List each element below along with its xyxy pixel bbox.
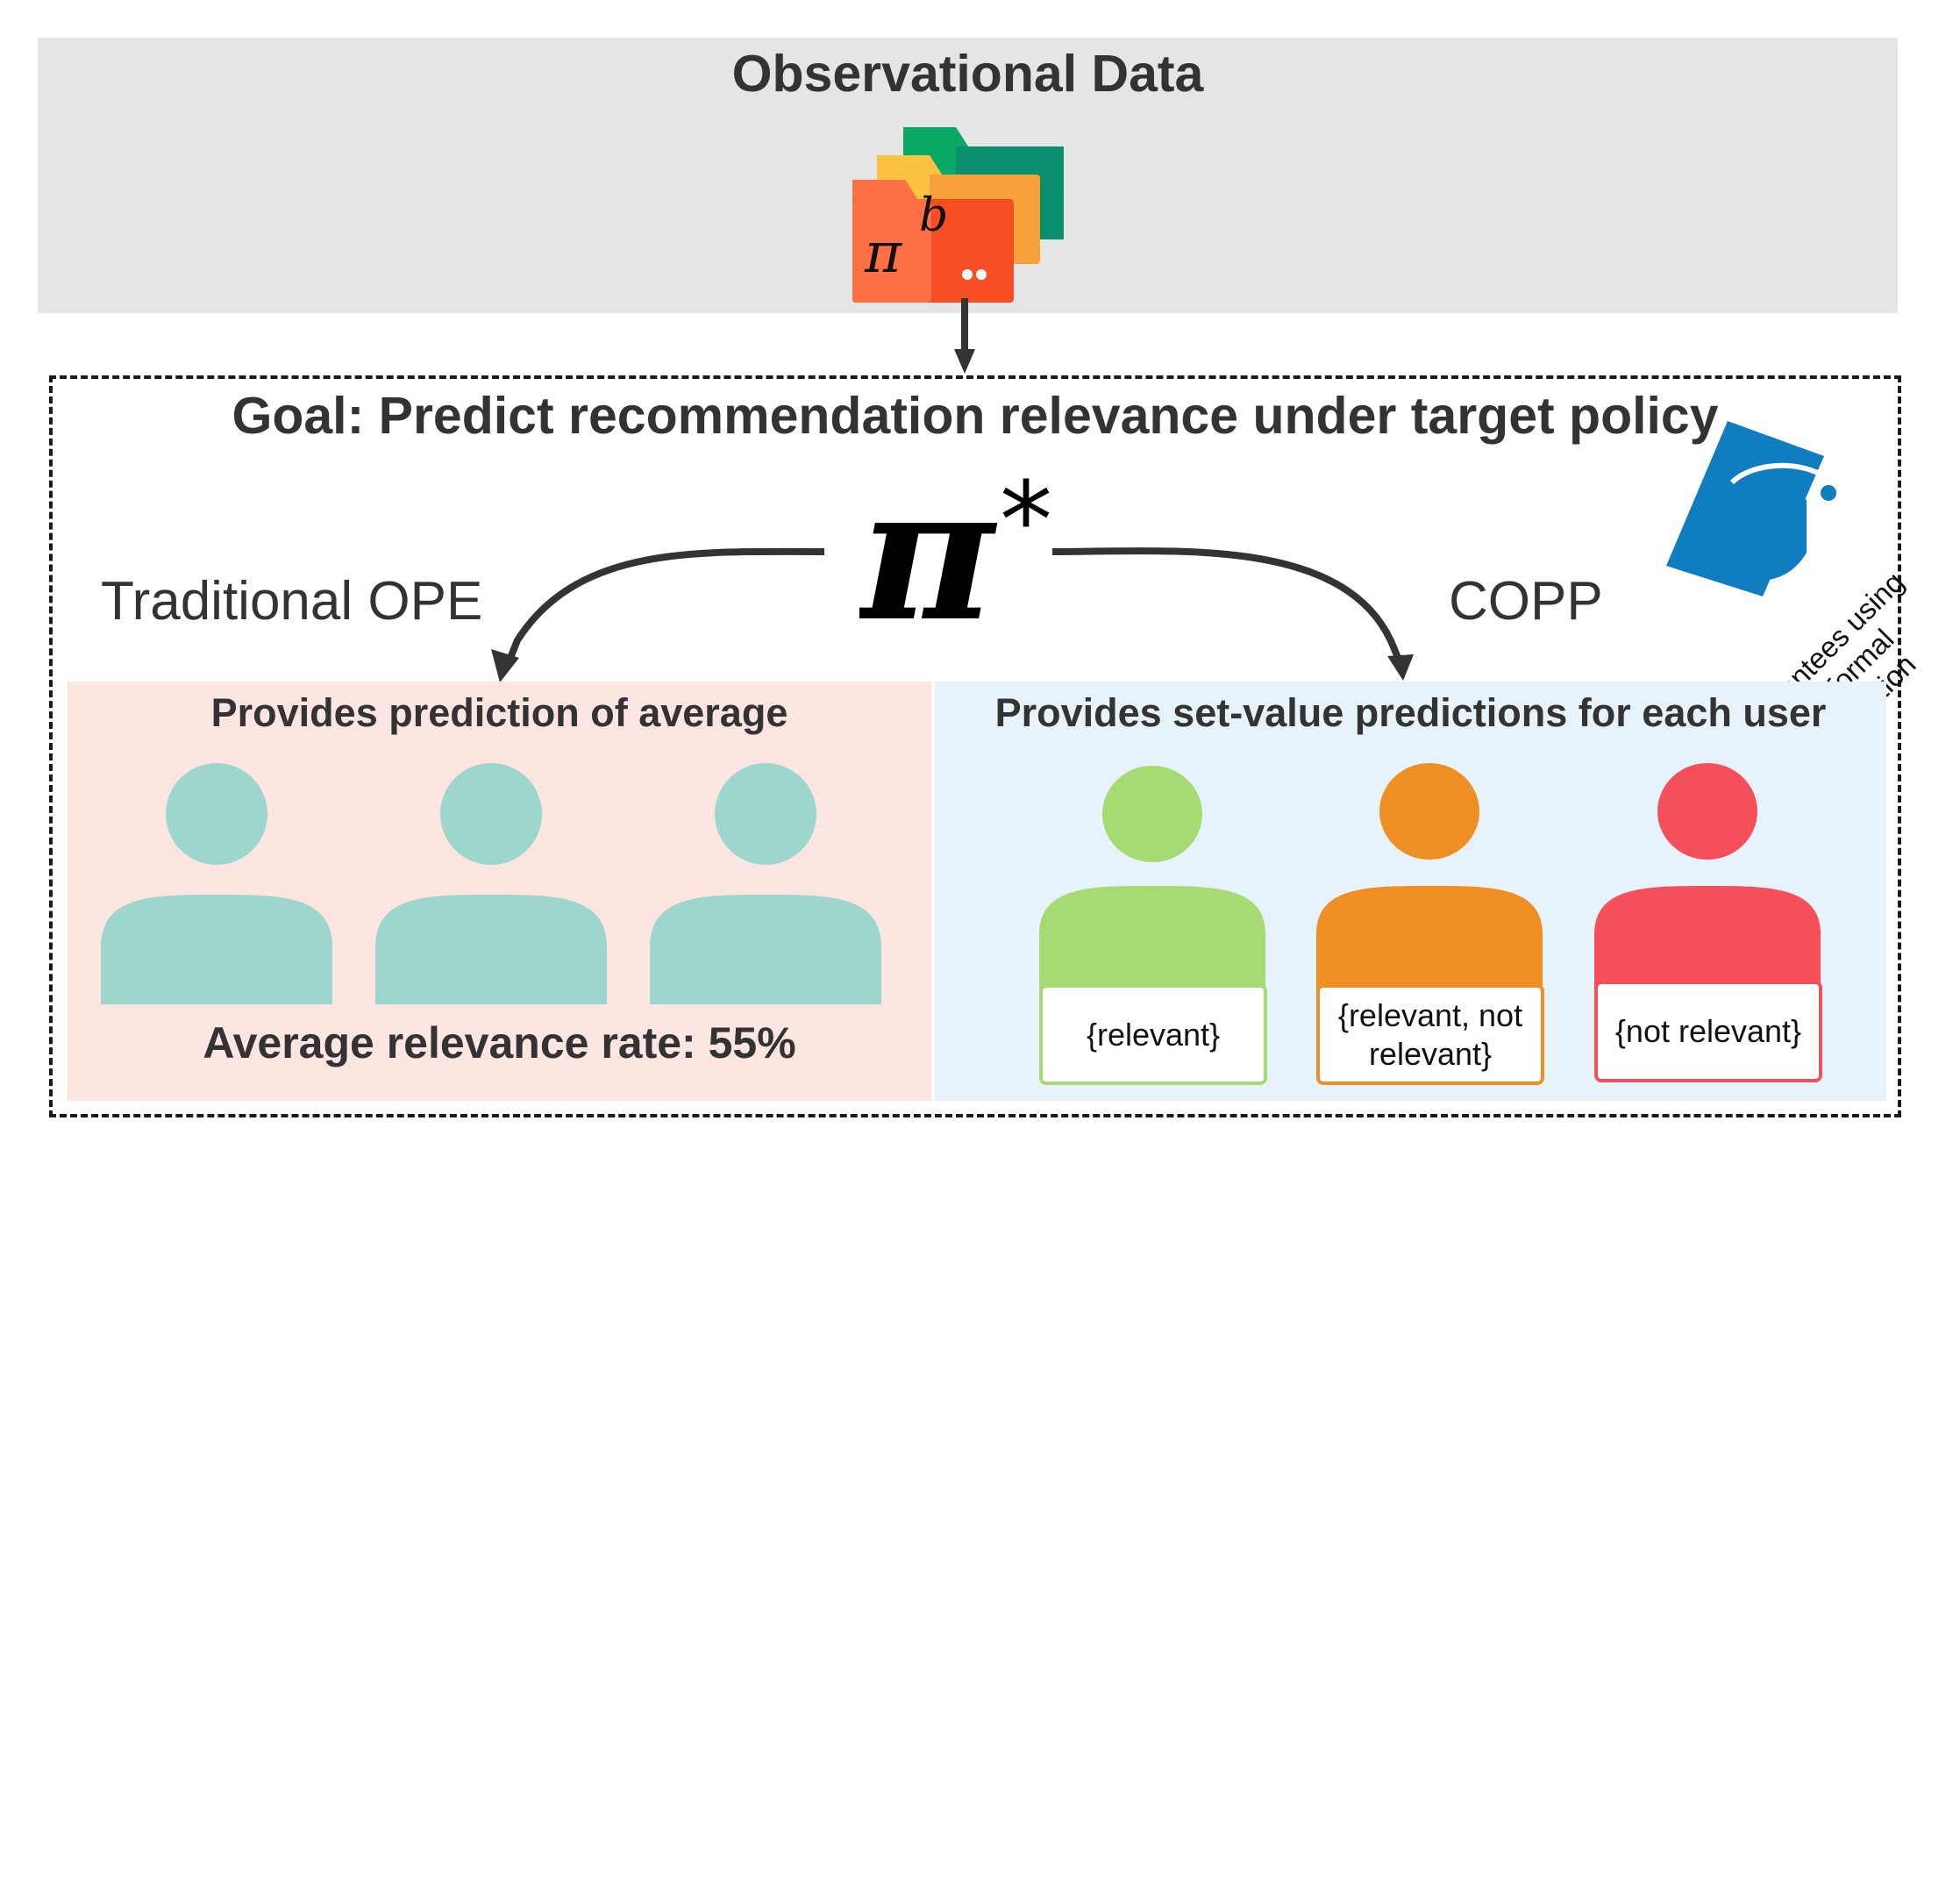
behavior-policy-superscript: b: [919, 189, 948, 242]
prediction-set-not-relevant: {not relevant}: [1594, 981, 1822, 1082]
target-policy-star: *: [1000, 460, 1052, 582]
set-prediction-heading: Provides set-value predictions for each …: [994, 690, 1827, 735]
prediction-set-both: {relevant, not relevant}: [1316, 984, 1544, 1085]
average-relevance-rate: Average relevance rate: 55%: [203, 1018, 796, 1067]
branch-arrows: [491, 547, 1414, 682]
behavior-policy-symbol: π: [864, 221, 902, 286]
user-icon-relevant: [1039, 766, 1265, 991]
traditional-ope-label: Traditional OPE: [101, 571, 483, 632]
user-icon: [650, 763, 881, 1004]
average-prediction-heading: Provides prediction of average: [210, 690, 788, 735]
user-icon-uncertain: [1316, 763, 1543, 991]
user-icon: [375, 763, 607, 1004]
graduation-cap-icon: [1666, 421, 1836, 596]
target-policy-symbol: π *: [859, 456, 1052, 632]
traditional-ope-panel: [68, 682, 931, 1101]
observational-data-title: Observational Data: [731, 45, 1204, 103]
user-icon-not-relevant: [1594, 763, 1821, 991]
goal-box: [49, 375, 1901, 1117]
copp-label: COPP: [1449, 571, 1603, 632]
down-arrow: [954, 298, 975, 374]
per-user-group: [1039, 763, 1821, 991]
prediction-set-relevant: {relevant}: [1039, 984, 1267, 1085]
folder-stack-icon: π b: [852, 127, 1064, 303]
target-policy-pi: π: [859, 456, 998, 632]
user-icon: [101, 763, 332, 1004]
average-users-group: [101, 763, 881, 1004]
goal-title: Goal: Predict recommendation relevance u…: [232, 387, 1719, 445]
